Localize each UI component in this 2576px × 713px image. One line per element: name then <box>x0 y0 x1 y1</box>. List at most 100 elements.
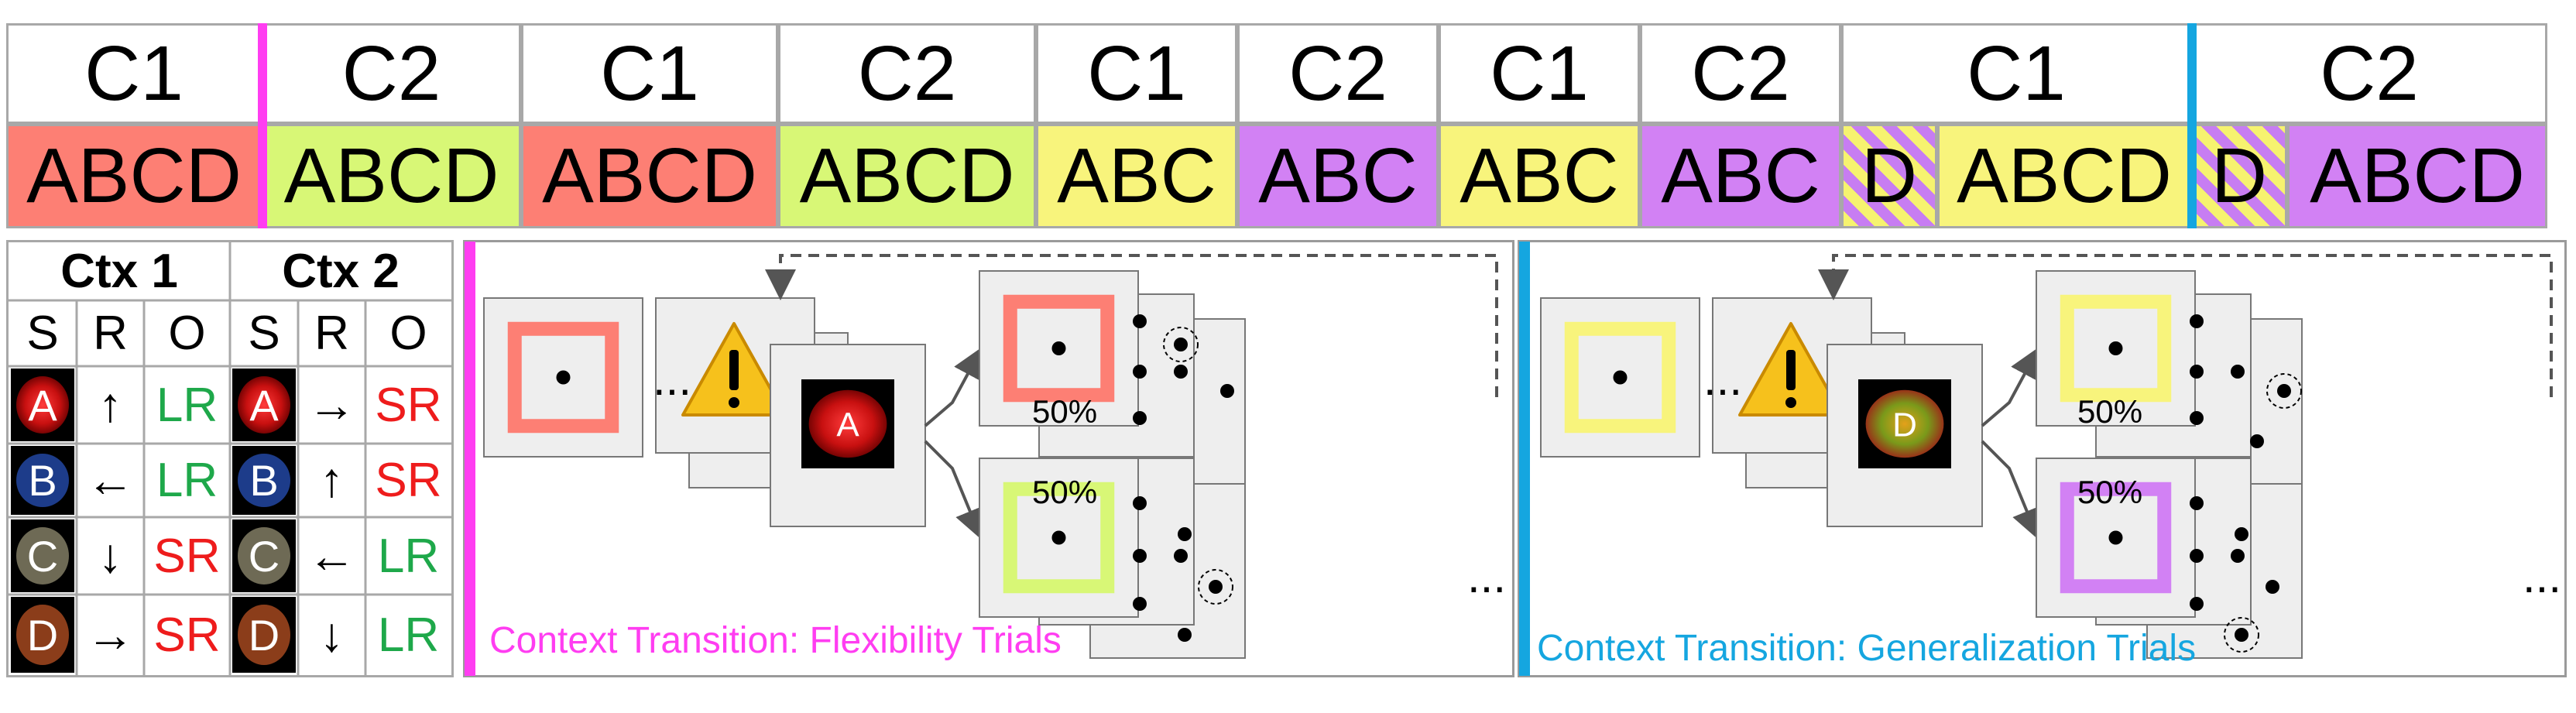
response-arrow-ctx1: ↑ <box>98 378 122 432</box>
outcome-ctx2: LR <box>377 529 440 583</box>
response-dot <box>2108 530 2123 545</box>
outcome-ctx2: SR <box>375 378 442 432</box>
stimulus-letter: A <box>28 380 57 430</box>
stimulus-set: ABC <box>1640 124 1841 228</box>
stimulus-letter: A <box>249 380 279 430</box>
context-label: C2 <box>1640 23 1841 124</box>
context-label: C1 <box>1439 23 1640 124</box>
response-arrow-ctx2: → <box>307 378 356 432</box>
stimulus-set: ABCD <box>1937 124 2191 228</box>
context-switch-marker-flexibility <box>258 23 267 228</box>
response-dot <box>2231 365 2245 379</box>
response-arrow-ctx1: → <box>86 608 135 662</box>
response-dot <box>1174 549 1188 563</box>
stimulus-letter: D <box>1892 406 1917 444</box>
response-dot <box>1133 549 1147 563</box>
response-dot <box>1051 530 1066 545</box>
stimulus-image: C <box>232 519 296 592</box>
ellipsis: ... <box>1467 550 1507 602</box>
outcome-ctx1: LR <box>156 378 218 432</box>
ellipsis: ... <box>2523 550 2562 602</box>
response-dot <box>1178 628 1192 642</box>
selected-response-circle <box>1163 327 1199 362</box>
stimulus-set: ABC <box>1439 124 1640 228</box>
col-header-outcome: O <box>168 307 206 360</box>
context-label: C2 <box>778 23 1036 124</box>
context-label: C2 <box>1237 23 1439 124</box>
outcome-ctx1: LR <box>156 454 218 507</box>
selected-response-circle <box>2266 373 2302 409</box>
response-dot <box>1174 338 1188 351</box>
stimulus-letter: D <box>26 610 59 660</box>
ellipsis: ... <box>1703 353 1743 405</box>
response-dot <box>1133 411 1147 425</box>
context-label: C1 <box>521 23 778 124</box>
warning-exclamation <box>729 350 739 390</box>
feedback-loop-arrow <box>765 254 1498 397</box>
outcome-ctx1: SR <box>153 608 221 662</box>
response-dot <box>556 370 571 385</box>
stimulus-letter: D <box>248 610 280 660</box>
mapping-table: Ctx 1 Ctx 2 S R O S R O A A ↑ LR → SR B B ← LR ↑ SR… <box>6 240 454 677</box>
table-grid <box>9 242 451 675</box>
context-label: C1 <box>6 23 262 124</box>
ellipsis: ... <box>653 353 692 405</box>
stimulus-set: ABCD <box>778 124 1036 228</box>
stimulus-image: A <box>232 368 296 441</box>
branch-arrow-top <box>924 346 983 427</box>
response-dot <box>1178 527 1192 541</box>
probability-label-bottom: 50% <box>1032 474 1098 510</box>
stimulus-letter: C <box>248 531 280 581</box>
response-dot <box>2190 597 2204 611</box>
stimulus-brain <box>808 389 887 458</box>
context-label: C1 <box>1841 23 2191 124</box>
response-dot <box>1613 370 1628 385</box>
response-arrow-ctx2: ← <box>307 529 356 583</box>
probability-label-top: 50% <box>2077 393 2143 430</box>
context-switch-marker-generalization <box>2187 23 2197 228</box>
generalization-caption: Context Transition: Generalization Trial… <box>1537 628 2197 669</box>
col-header-response: R <box>93 307 128 360</box>
response-dot <box>2250 434 2264 448</box>
stimulus-letter: C <box>26 531 59 581</box>
stimulus-set-hatched: D <box>2191 124 2287 228</box>
response-arrow-ctx2: ↓ <box>320 608 344 662</box>
generalization-panel-bar <box>1519 242 1530 676</box>
probability-label-top: 50% <box>1032 393 1098 430</box>
response-dot <box>2231 549 2245 563</box>
flexibility-panel-bar <box>465 242 475 676</box>
response-dot <box>2190 549 2204 563</box>
response-dot <box>2108 341 2123 355</box>
response-dot <box>1051 341 1066 355</box>
stimulus-set-hatched: D <box>1841 124 1937 228</box>
response-arrow-ctx1: ← <box>86 454 135 507</box>
branch-arrow-top <box>1981 346 2039 427</box>
stimulus-image: B <box>232 446 296 515</box>
response-dot <box>1209 580 1223 594</box>
branch-arrow-bottom <box>1981 440 2042 540</box>
warning-exclamation-dot <box>729 397 739 408</box>
stimulus-image: D <box>11 597 74 673</box>
col-header-stimulus: S <box>248 307 280 360</box>
stimulus-image: C <box>11 519 74 592</box>
response-dot <box>1174 365 1188 379</box>
stimulus-set: ABC <box>1036 124 1237 228</box>
stimulus-image: D <box>232 597 296 673</box>
outcome-ctx2: SR <box>375 454 442 507</box>
warning-exclamation-dot <box>1785 397 1796 408</box>
stimulus-set: ABCD <box>521 124 778 228</box>
stimulus-set: ABCD <box>262 124 521 228</box>
response-dot <box>2190 365 2204 379</box>
response-dot <box>1133 365 1147 379</box>
context-label: C1 <box>1036 23 1237 124</box>
col-header-response: R <box>314 307 349 360</box>
stimulus-set: ABC <box>1237 124 1439 228</box>
stimulus-image: B <box>11 446 74 515</box>
selected-response-circle <box>1198 569 1233 605</box>
response-arrow-ctx2: ↑ <box>320 454 344 507</box>
context-2-header: Ctx 2 <box>282 245 400 298</box>
context-1-header: Ctx 1 <box>60 245 178 298</box>
stimulus-brain <box>1865 389 1944 458</box>
